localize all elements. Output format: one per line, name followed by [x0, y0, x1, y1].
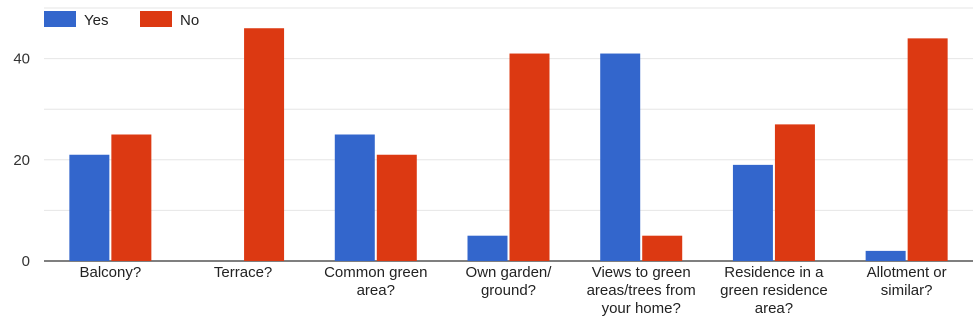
- bar-yes-5: [732, 164, 773, 261]
- bar-no-3: [509, 53, 550, 261]
- y-axis-ticks: 0 20 40: [13, 51, 30, 270]
- legend-swatch-no: [140, 11, 172, 27]
- bar-yes-0: [69, 154, 110, 261]
- bar-yes-2: [334, 134, 375, 261]
- y-tick-label: 20: [13, 152, 30, 169]
- bar-no-6: [907, 38, 948, 261]
- gridlines: [44, 7, 973, 262]
- bar-yes-3: [467, 235, 508, 261]
- x-category-label: Balcony?: [79, 264, 141, 281]
- bars: [69, 28, 948, 261]
- x-category-label: Terrace?: [214, 264, 272, 281]
- x-category-label: Own garden/ground?: [466, 264, 553, 299]
- legend-swatch-yes: [44, 11, 76, 27]
- y-tick-label: 40: [13, 51, 30, 68]
- bar-no-2: [376, 154, 417, 261]
- x-category-label: Views to green areas/trees from your home?: [587, 264, 696, 317]
- bar-no-5: [774, 124, 815, 261]
- legend-label-yes: Yes: [84, 12, 108, 29]
- bar-yes-6: [865, 250, 906, 261]
- legend-label-no: No: [180, 12, 199, 29]
- bar-no-1: [244, 28, 285, 261]
- x-category-label: Common green area?: [324, 264, 427, 299]
- bar-no-0: [111, 134, 152, 261]
- x-axis-labels: Balcony? Terrace? Common green area? Own gar…: [79, 264, 946, 317]
- bar-no-4: [642, 235, 683, 261]
- x-category-label: Allotment or similar?: [867, 264, 947, 299]
- legend: Yes No: [44, 11, 199, 29]
- y-tick-label: 0: [22, 253, 30, 270]
- bar-yes-4: [600, 53, 641, 261]
- x-category-label: Residence in a green residence area?: [720, 264, 828, 317]
